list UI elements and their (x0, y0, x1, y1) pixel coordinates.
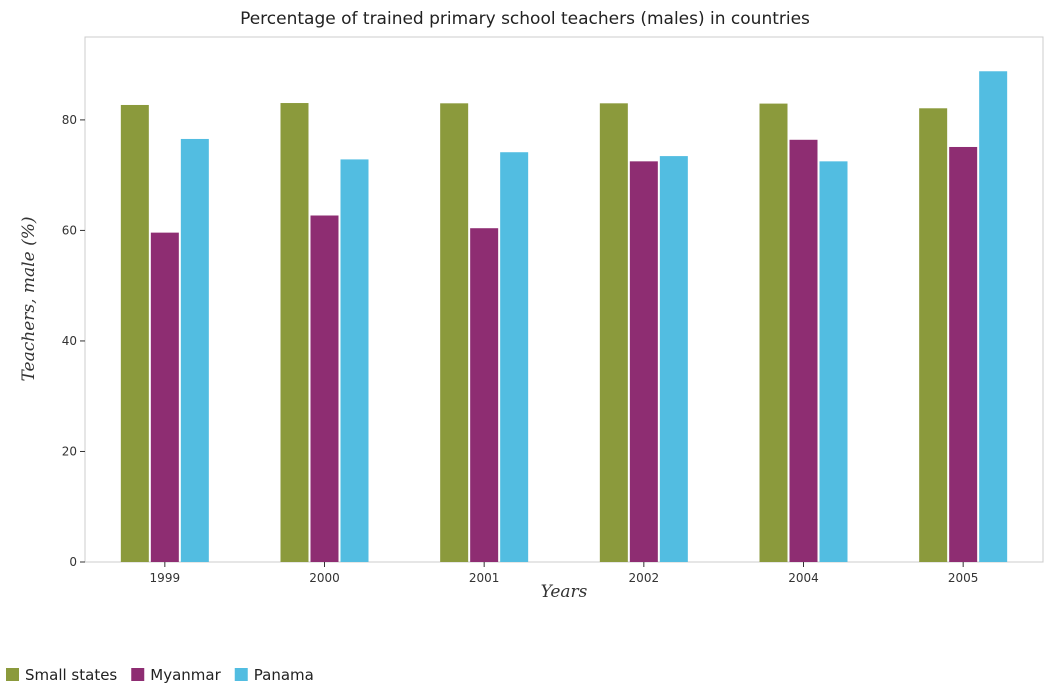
x-tick-label: 2000 (309, 571, 340, 585)
bar-small-states-1999 (120, 104, 149, 562)
bar-myanmar-2001 (470, 228, 499, 563)
legend-label: Small states (25, 666, 117, 684)
bar-panama-2001 (500, 152, 529, 562)
y-tick-label: 20 (62, 444, 77, 458)
legend-swatch (6, 668, 19, 681)
legend: Small states Myanmar Panama (6, 666, 314, 684)
bar-myanmar-2002 (629, 161, 658, 562)
legend-label: Panama (254, 666, 314, 684)
bar-panama-2000 (340, 159, 369, 562)
y-tick-label: 60 (62, 223, 77, 237)
bars (120, 71, 1008, 563)
bar-myanmar-2005 (949, 146, 978, 562)
bar-small-states-2002 (599, 103, 628, 562)
x-axis: 1999 2000 2001 2002 2004 2005 (150, 562, 979, 585)
bar-myanmar-1999 (150, 232, 179, 562)
x-tick-label: 2004 (788, 571, 819, 585)
bar-panama-2002 (659, 156, 688, 562)
bar-panama-2004 (819, 161, 848, 562)
x-tick-label: 2005 (948, 571, 979, 585)
bar-myanmar-2004 (789, 139, 818, 562)
legend-swatch (234, 668, 248, 681)
y-tick-label: 0 (69, 555, 77, 569)
x-tick-label: 2001 (469, 571, 500, 585)
plot-area (84, 36, 1044, 563)
y-axis-label: Teachers, male (%) (19, 217, 39, 382)
x-tick-label: 2002 (629, 571, 660, 585)
y-tick-label: 80 (62, 113, 77, 127)
x-axis-label: Years (541, 582, 588, 602)
legend-label: Myanmar (150, 666, 221, 684)
y-axis: 0 20 40 60 80 (62, 113, 85, 569)
chart-title: Percentage of trained primary school tea… (240, 9, 810, 29)
bar-myanmar-2000 (310, 215, 339, 562)
x-tick-label: 1999 (150, 571, 181, 585)
bar-small-states-2000 (280, 103, 309, 562)
y-tick-label: 40 (62, 334, 77, 348)
bar-panama-2005 (979, 71, 1008, 563)
bar-small-states-2001 (440, 103, 469, 562)
legend-swatch (131, 668, 145, 681)
bar-small-states-2005 (919, 108, 948, 562)
bar-small-states-2004 (759, 103, 788, 562)
bar-panama-1999 (180, 138, 209, 563)
